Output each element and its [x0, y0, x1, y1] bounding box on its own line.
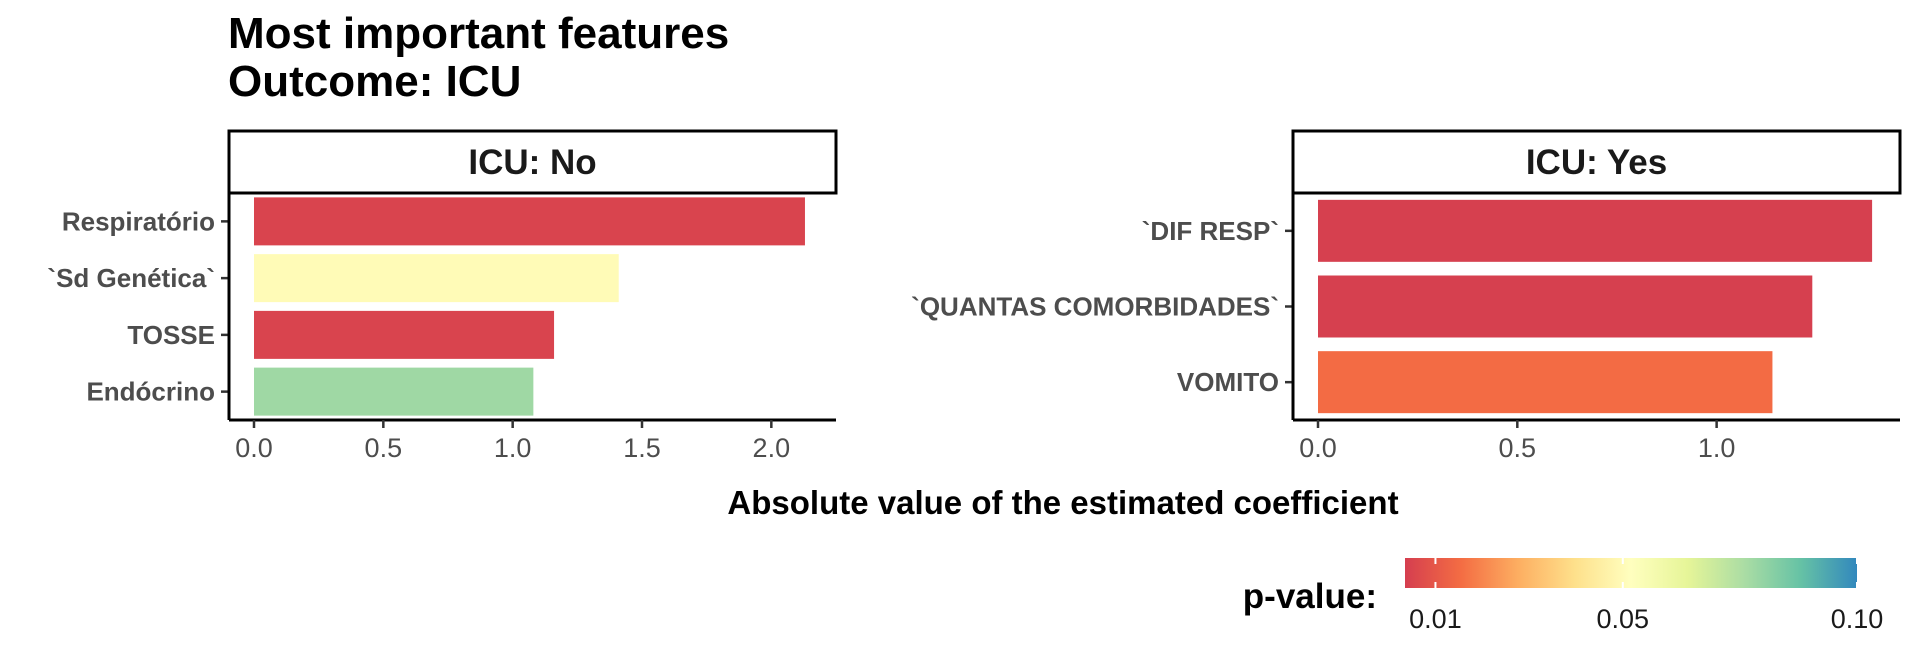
category-label: Respiratório [62, 206, 215, 236]
category-label: `DIF RESP` [1142, 216, 1279, 246]
x-tick-label: 0.5 [1499, 433, 1537, 463]
bar [254, 254, 619, 303]
chart-title: Most important features Outcome: ICU [228, 10, 729, 106]
legend: p-value: 0.01 0.05 0.10 [1243, 558, 1883, 634]
x-tick-label: 0.0 [1299, 433, 1337, 463]
facet-panels: ICU: No Respiratório `Sd Genética` TOSSE End… [47, 129, 1902, 463]
bar [254, 310, 555, 359]
category-label: TOSSE [127, 320, 215, 350]
title-line-2: Outcome: ICU [228, 57, 522, 106]
legend-tick-label: 0.01 [1409, 604, 1462, 634]
legend-tick-label: 0.10 [1831, 604, 1884, 634]
legend-title: p-value: [1243, 577, 1377, 616]
bar [1318, 275, 1813, 338]
x-axis-label: Absolute value of the estimated coeffici… [727, 484, 1398, 521]
legend-colorbar [1405, 558, 1857, 588]
facet-strip-label: ICU: No [468, 143, 596, 182]
facet-strip [227, 129, 838, 195]
x-tick-label: 0.0 [235, 433, 273, 463]
bar [1318, 351, 1773, 414]
facet-strip [1291, 129, 1902, 195]
bar [254, 367, 534, 416]
category-label: Endócrino [86, 377, 215, 407]
facet-panel-1: ICU: No Respiratório `Sd Genética` TOSSE End… [47, 129, 838, 463]
facet-panel-2: ICU: Yes `DIF RESP` `QUANTAS COMORBIDADES`… [911, 129, 1902, 463]
legend-tick-label: 0.05 [1597, 604, 1650, 634]
x-tick-label: 2.0 [753, 433, 791, 463]
x-tick-label: 1.0 [1698, 433, 1736, 463]
category-label: `QUANTAS COMORBIDADES` [911, 292, 1279, 322]
x-tick-label: 1.5 [623, 433, 661, 463]
bar [254, 197, 805, 246]
title-line-1: Most important features [228, 9, 730, 58]
x-tick-label: 0.5 [365, 433, 403, 463]
category-label: `Sd Genética` [47, 263, 215, 293]
bar [1318, 199, 1873, 262]
x-tick-label: 1.0 [494, 433, 532, 463]
facet-strip-label: ICU: Yes [1526, 143, 1667, 182]
category-label: VOMITO [1177, 367, 1279, 397]
